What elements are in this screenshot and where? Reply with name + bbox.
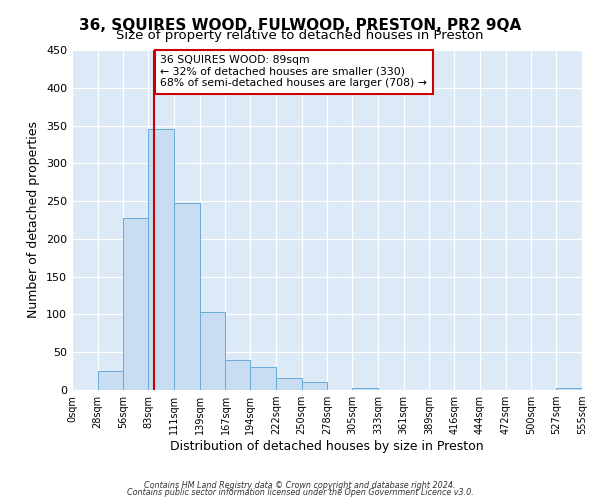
Y-axis label: Number of detached properties: Number of detached properties [28, 122, 40, 318]
Text: 36, SQUIRES WOOD, FULWOOD, PRESTON, PR2 9QA: 36, SQUIRES WOOD, FULWOOD, PRESTON, PR2 … [79, 18, 521, 32]
Bar [98, 371, 124, 390]
Bar [174, 202, 200, 390]
Bar [250, 368, 276, 390]
Bar [556, 388, 582, 390]
Bar [352, 388, 378, 390]
Bar [226, 360, 250, 390]
Bar [124, 218, 148, 390]
Bar [276, 378, 302, 390]
Text: Contains HM Land Registry data © Crown copyright and database right 2024.: Contains HM Land Registry data © Crown c… [144, 480, 456, 490]
Bar [302, 382, 328, 390]
X-axis label: Distribution of detached houses by size in Preston: Distribution of detached houses by size … [170, 440, 484, 453]
Text: 36 SQUIRES WOOD: 89sqm
← 32% of detached houses are smaller (330)
68% of semi-de: 36 SQUIRES WOOD: 89sqm ← 32% of detached… [160, 56, 427, 88]
Text: Contains public sector information licensed under the Open Government Licence v3: Contains public sector information licen… [127, 488, 473, 497]
Bar [200, 312, 226, 390]
Bar [148, 130, 174, 390]
Text: Size of property relative to detached houses in Preston: Size of property relative to detached ho… [116, 29, 484, 42]
